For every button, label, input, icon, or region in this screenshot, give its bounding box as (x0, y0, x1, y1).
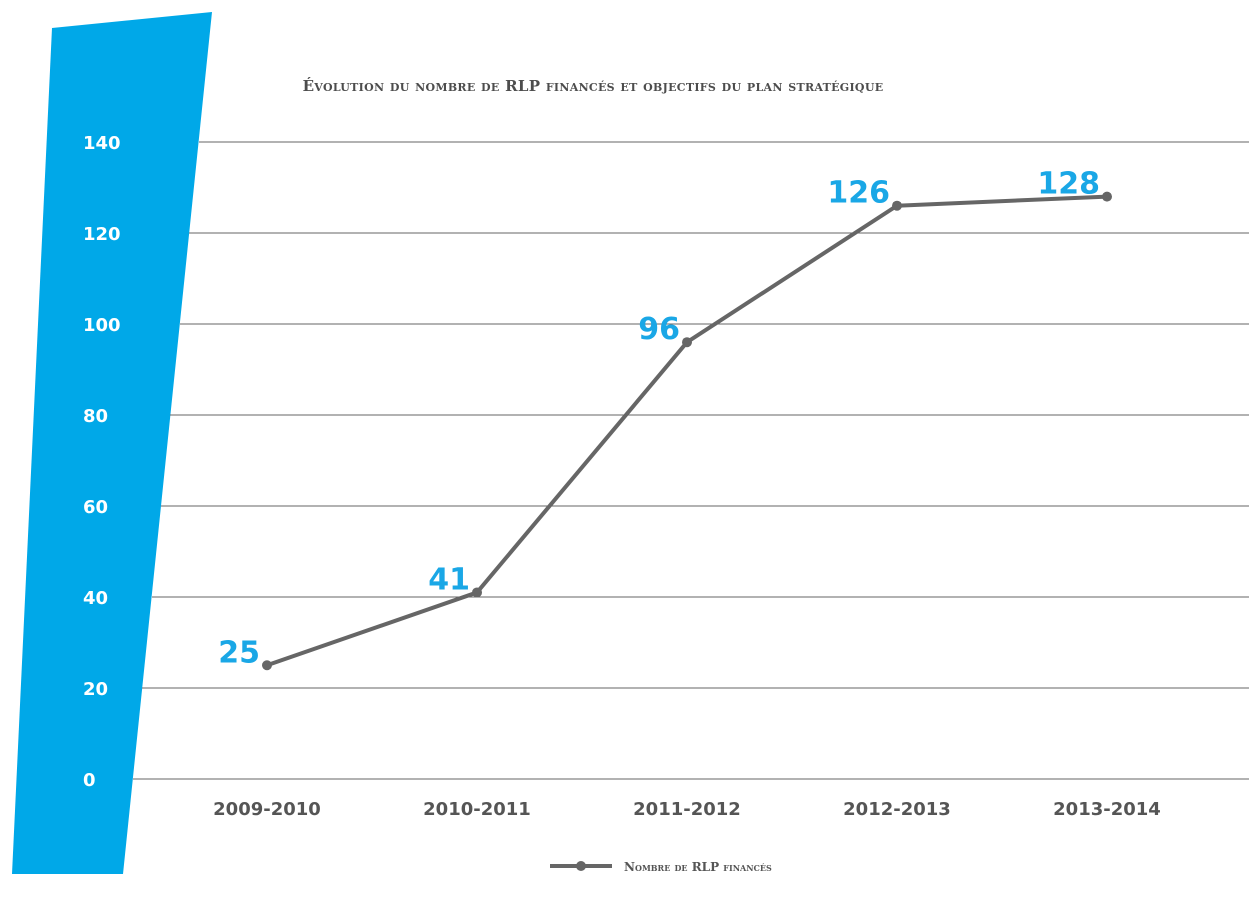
x-tick-label: 2013-2014 (1053, 799, 1161, 820)
series-line-path (266, 194, 1108, 668)
legend-label: Nombre de RLP financés (624, 860, 772, 874)
y-tick-label: 120 (83, 224, 121, 245)
legend-marker (576, 861, 586, 871)
data-label: 128 (1037, 167, 1100, 202)
x-axis-ticks: 2009-2010 2010-2011 2011-2012 2012-2013 2013… (213, 799, 1161, 820)
y-tick-label: 20 (83, 679, 108, 700)
gridlines (133, 141, 1249, 780)
y-tick-label: 100 (83, 315, 121, 336)
data-point (262, 660, 272, 671)
series-line (262, 191, 1112, 671)
y-tick-label: 80 (83, 406, 108, 427)
data-label: 41 (428, 562, 470, 597)
data-point (1102, 191, 1112, 202)
x-tick-label: 2009-2010 (213, 799, 321, 820)
chart-title: Évolution du nombre de RLP financés et o… (303, 77, 884, 95)
legend: Nombre de RLP financés (550, 860, 772, 874)
data-label: 25 (218, 635, 260, 670)
x-tick-label: 2012-2013 (843, 799, 951, 820)
data-point (682, 337, 692, 348)
y-tick-label: 0 (83, 770, 96, 791)
data-label: 96 (638, 312, 680, 347)
y-tick-label: 60 (83, 497, 108, 518)
data-label: 126 (827, 176, 890, 211)
y-tick-label: 40 (83, 588, 108, 609)
x-tick-label: 2011-2012 (633, 799, 741, 820)
y-tick-label: 140 (83, 133, 121, 154)
data-labels: 25 41 96 126 128 (218, 167, 1100, 671)
data-point (472, 587, 482, 598)
axis-band (12, 12, 212, 874)
x-tick-label: 2010-2011 (423, 799, 531, 820)
y-axis-ticks: 0 20 40 60 80 100 120 140 (83, 133, 121, 791)
data-point (892, 200, 902, 211)
